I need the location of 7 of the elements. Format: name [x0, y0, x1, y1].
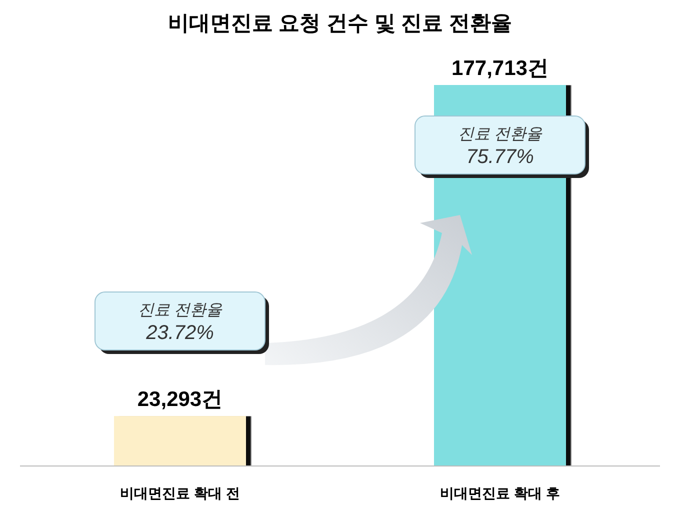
- data-label: 23,293건: [137, 388, 223, 412]
- data-label: 177,713건: [452, 57, 548, 80]
- annotation: 진료 전환율 23.72%: [138, 302, 224, 344]
- annotation: 진료 전환율 75.77%: [458, 126, 544, 168]
- chart-title: 비대면진료 요청 건수 및 진료 전환율: [168, 12, 512, 35]
- x-tick-label: 비대면진료 확대 후: [440, 485, 560, 501]
- x-tick-label: 비대면진료 확대 전: [120, 485, 240, 501]
